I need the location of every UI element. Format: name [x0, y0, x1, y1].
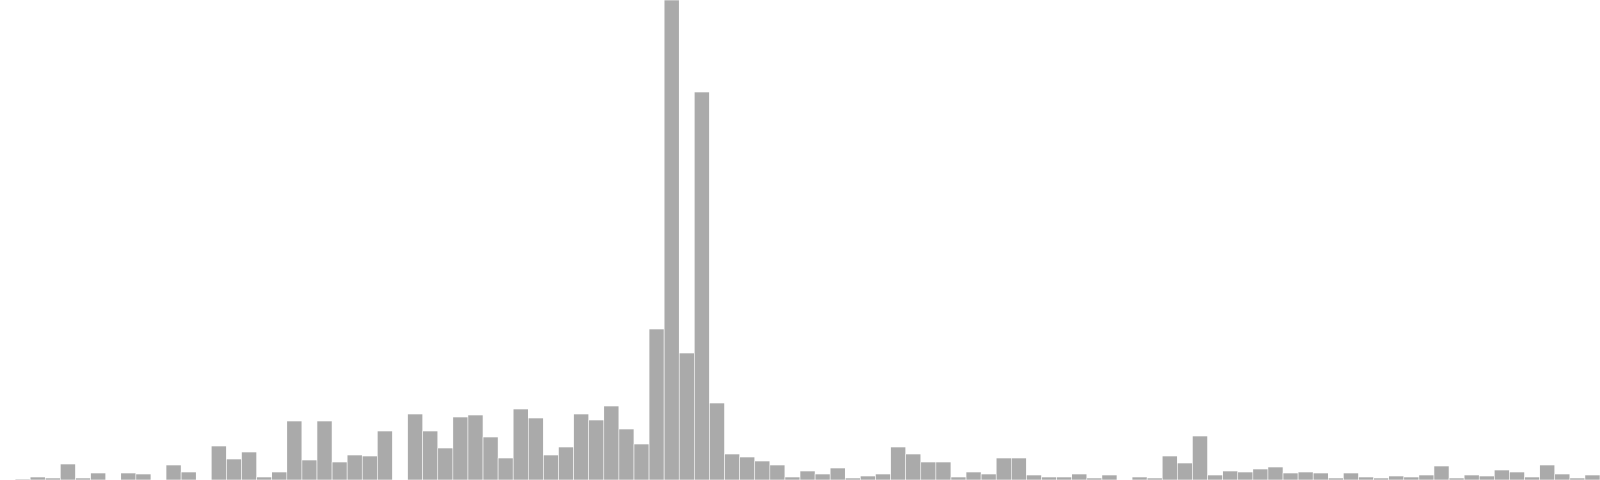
- histogram-bar: [1297, 471, 1314, 480]
- histogram-bar: [920, 461, 937, 480]
- histogram-bar: [422, 430, 439, 480]
- histogram-bar: [482, 436, 499, 480]
- histogram-bar: [1418, 474, 1435, 480]
- histogram-bar: [331, 461, 348, 480]
- histogram-bar: [1388, 475, 1405, 480]
- histogram-bar: [180, 471, 197, 480]
- histogram-bar: [754, 460, 771, 480]
- histogram-bar: [1494, 469, 1510, 480]
- histogram-bar: [829, 467, 846, 480]
- histogram-bar: [1282, 472, 1299, 480]
- histogram-bar: [799, 470, 816, 480]
- histogram-bar: [165, 464, 182, 480]
- histogram-bar: [1161, 455, 1178, 480]
- histogram-bar: [875, 473, 891, 480]
- histogram-bar: [226, 458, 242, 480]
- histogram-bar: [60, 463, 76, 480]
- histogram-bar: [1222, 470, 1239, 480]
- histogram-bar: [618, 428, 635, 480]
- histogram-bar: [1463, 474, 1480, 480]
- histogram-bar: [1433, 465, 1450, 480]
- histogram-bar: [633, 443, 650, 480]
- histogram-bar: [497, 457, 514, 480]
- histogram-bar: [648, 328, 665, 480]
- histogram-bar: [211, 445, 227, 480]
- histogram-bar: [1207, 474, 1223, 480]
- histogram-bar: [709, 402, 725, 480]
- histogram-bar: [346, 454, 363, 480]
- histogram-bar: [995, 457, 1012, 480]
- histogram-bar: [1539, 464, 1556, 480]
- histogram-bar: [965, 471, 982, 480]
- histogram-bar: [1252, 468, 1269, 480]
- histogram-bar: [437, 447, 454, 480]
- histogram-bar: [814, 473, 831, 480]
- histogram-bar: [467, 414, 484, 480]
- histogram-bar: [316, 420, 333, 480]
- histogram-bar: [663, 0, 680, 480]
- histogram-bar: [1478, 475, 1495, 480]
- histogram-bar: [407, 413, 423, 480]
- histogram-bar: [135, 473, 152, 480]
- histogram-bar: [1509, 471, 1525, 480]
- histogram-bar: [361, 455, 378, 480]
- histogram-bar: [558, 446, 574, 480]
- histogram-bar: [1071, 473, 1088, 480]
- histogram-bar: [678, 352, 695, 480]
- histogram-bar: [860, 475, 876, 480]
- histogram-bar: [286, 420, 303, 480]
- histogram-bar: [512, 408, 529, 480]
- histogram-bar: [377, 430, 393, 480]
- histogram-bar: [1177, 462, 1193, 480]
- histogram-bar: [301, 459, 318, 480]
- histogram-bar: [1101, 474, 1118, 480]
- histogram-bar: [573, 413, 589, 480]
- histogram-bar: [890, 446, 906, 480]
- histogram-bar: [120, 472, 137, 480]
- histogram-bar: [769, 464, 786, 480]
- histogram-bar: [935, 461, 952, 480]
- histogram-bar: [452, 416, 469, 480]
- bar-group: [14, 0, 1600, 480]
- histogram-bar: [739, 456, 756, 480]
- histogram-bar: [905, 453, 922, 480]
- histogram-bar: [1584, 474, 1600, 480]
- histogram-bar: [980, 473, 997, 480]
- histogram-bar: [543, 454, 559, 480]
- histogram-bar: [1343, 472, 1359, 480]
- histogram-bar: [1011, 457, 1027, 480]
- histogram-bar: [1554, 473, 1571, 480]
- histogram-bar: [724, 453, 740, 480]
- histogram-bar: [1237, 471, 1254, 480]
- histogram-bar: [1026, 474, 1042, 480]
- histogram-bar: [588, 419, 605, 480]
- histogram-bar: [1267, 466, 1284, 480]
- histogram-bar: [241, 451, 257, 480]
- histogram-bar: [603, 405, 620, 480]
- histogram-bar: [527, 417, 544, 480]
- histogram-bar: [1192, 435, 1208, 480]
- histogram-bar: [271, 471, 288, 480]
- histogram-bar: [694, 91, 710, 480]
- histogram-bar: [1312, 472, 1329, 480]
- histogram-bar: [90, 472, 106, 480]
